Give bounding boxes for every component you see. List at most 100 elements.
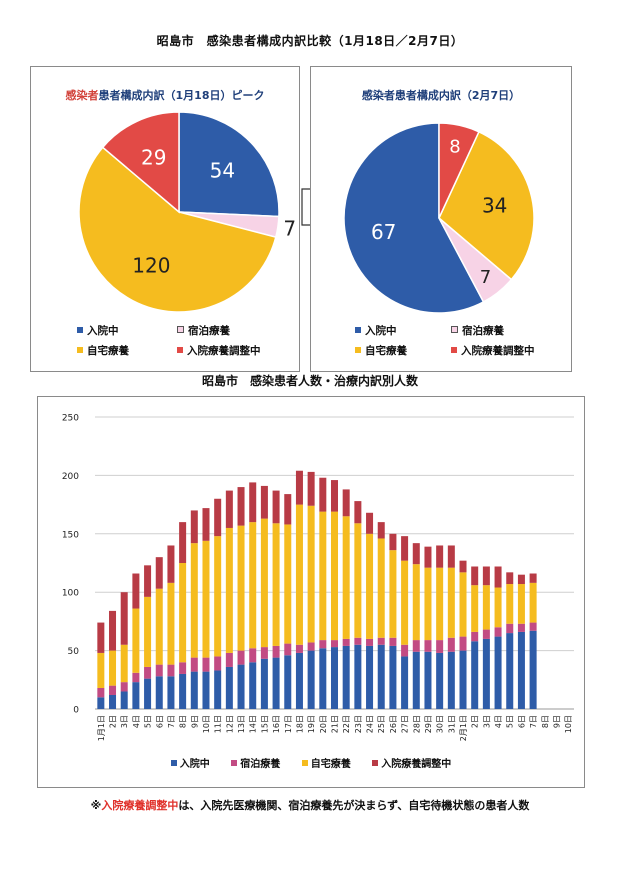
pie-data-label-hotel: 7	[480, 267, 491, 288]
pie-data-label-hospital: 54	[210, 159, 235, 183]
bar-legend-item-home: 自宅療養	[301, 759, 351, 770]
x-tick-label: 6日	[155, 715, 164, 728]
bar-segment-home	[471, 585, 479, 632]
bar-segment-adjusting	[412, 543, 420, 565]
bar-segment-hospital	[447, 651, 455, 709]
x-tick-label: 8日	[179, 715, 188, 728]
bar-segment-adjusting	[354, 501, 362, 524]
bar-segment-hotel	[144, 666, 152, 679]
pie-data-label-hospital: 67	[371, 220, 396, 244]
x-tick-label: 23日	[354, 715, 363, 733]
x-tick-label: 1月1日	[97, 715, 106, 741]
legend-swatch-home	[355, 347, 361, 353]
x-tick-label: 3日	[482, 715, 491, 728]
bar-segment-hotel	[249, 648, 257, 663]
legend-item-home: 自宅療養	[77, 343, 129, 358]
bar-segment-adjusting	[471, 566, 479, 586]
bar-segment-hotel	[354, 637, 362, 645]
legend-label-hotel: 宿泊療養	[188, 325, 230, 337]
legend-swatch-hotel	[451, 326, 458, 333]
bar-segment-hotel	[260, 647, 268, 659]
x-tick-label: 28日	[412, 715, 421, 733]
bar-segment-adjusting	[424, 546, 432, 568]
bar-segment-hotel	[517, 623, 525, 632]
bar-segment-hotel	[377, 637, 385, 645]
bar-segment-adjusting	[494, 566, 502, 588]
bar-segment-hotel	[272, 645, 280, 658]
bar-segment-adjusting	[144, 565, 152, 597]
legend-swatch-hospital	[77, 327, 83, 333]
legend-swatch-adjusting	[451, 347, 457, 353]
bar-segment-hotel	[459, 636, 467, 651]
bar-segment-hotel	[319, 640, 327, 649]
y-tick-label: 200	[62, 472, 79, 482]
bar-segment-adjusting	[132, 573, 140, 609]
y-tick-label: 0	[73, 706, 79, 716]
bar-legend-item-adjusting: 入院療養調整中	[372, 759, 451, 770]
legend-swatch-hotel	[177, 326, 184, 333]
bar-segment-home	[517, 584, 525, 624]
bar-segment-hotel	[471, 631, 479, 642]
bar-segment-hospital	[132, 682, 140, 709]
y-tick-label: 50	[68, 647, 80, 657]
bar-segment-hospital	[471, 641, 479, 709]
bar-chart-panel: 0 50 100 150 200 250 1月1日 2日 3日 4日 5日 6日 7日 8日 9日 10日 11…	[37, 396, 585, 788]
bar-segment-hotel	[132, 672, 140, 683]
bar-segment-hospital	[482, 638, 490, 709]
footnote: ※入院療養調整中は、入院先医療機関、宿泊療養先が決まらず、自宅待機状態の患者人数	[0, 797, 620, 813]
bar-segment-home	[482, 585, 490, 630]
x-tick-label: 2日	[471, 715, 480, 728]
bar-segment-hospital	[260, 658, 268, 709]
x-tick-label: 7日	[529, 715, 538, 728]
bar-legend-label-hospital: 入院中	[179, 759, 210, 770]
legend-label-home: 自宅療養	[365, 345, 407, 357]
bar-segment-home	[97, 652, 105, 688]
bar-segment-adjusting	[436, 545, 444, 568]
legend-label-adjusting: 入院療養調整中	[187, 345, 261, 357]
pie-slice-hospital	[178, 111, 280, 218]
bar-segment-home	[342, 516, 350, 639]
bar-segment-hospital	[342, 645, 350, 709]
x-tick-label: 9日	[552, 715, 561, 728]
bar-legend-swatch-hotel	[231, 760, 238, 766]
bar-segment-hotel	[97, 687, 105, 698]
x-tick-label: 26日	[389, 715, 398, 733]
x-tick-label: 20日	[319, 715, 328, 733]
bar-segment-adjusting	[330, 480, 339, 512]
bar-segment-home	[494, 587, 502, 628]
bar-segment-home	[366, 533, 374, 639]
bar-segment-hotel	[109, 685, 117, 695]
bar-segment-hospital	[190, 671, 198, 709]
bar-segment-hospital	[319, 648, 327, 709]
legend-item-home: 自宅療養	[355, 343, 407, 358]
y-tick-label: 150	[62, 530, 79, 540]
bar-segment-hotel	[284, 643, 292, 656]
bar-segment-hospital	[237, 664, 245, 709]
bar-segment-home	[506, 584, 514, 624]
bar-segment-adjusting	[249, 482, 257, 523]
bar-segment-hospital	[167, 676, 175, 709]
bar-segment-hotel	[412, 640, 420, 652]
legend-swatch-hospital	[355, 327, 361, 333]
bar-segment-home	[377, 538, 385, 638]
legend-label-hospital: 入院中	[87, 325, 119, 337]
bar-segment-hotel	[155, 664, 163, 677]
bar-segment-hotel	[202, 657, 210, 672]
bar-segment-adjusting	[529, 573, 537, 583]
legend-swatch-home	[77, 347, 83, 353]
bar-segment-home	[272, 523, 280, 646]
bar-segment-hospital	[272, 657, 280, 709]
bar-segment-hotel	[330, 640, 339, 648]
bar-segment-hospital	[225, 666, 233, 709]
legend-item-hospital: 入院中	[355, 323, 397, 338]
bar-segment-hospital	[295, 652, 303, 709]
bar-segment-home	[412, 564, 420, 641]
bar-segment-home	[260, 518, 268, 648]
x-tick-label: 2月1日	[459, 715, 468, 741]
bar-segment-hospital	[214, 670, 222, 709]
x-tick-label: 25日	[377, 715, 386, 733]
bar-segment-adjusting	[482, 566, 490, 586]
bar-segment-hospital	[412, 651, 420, 709]
bar-segment-home	[202, 540, 210, 658]
